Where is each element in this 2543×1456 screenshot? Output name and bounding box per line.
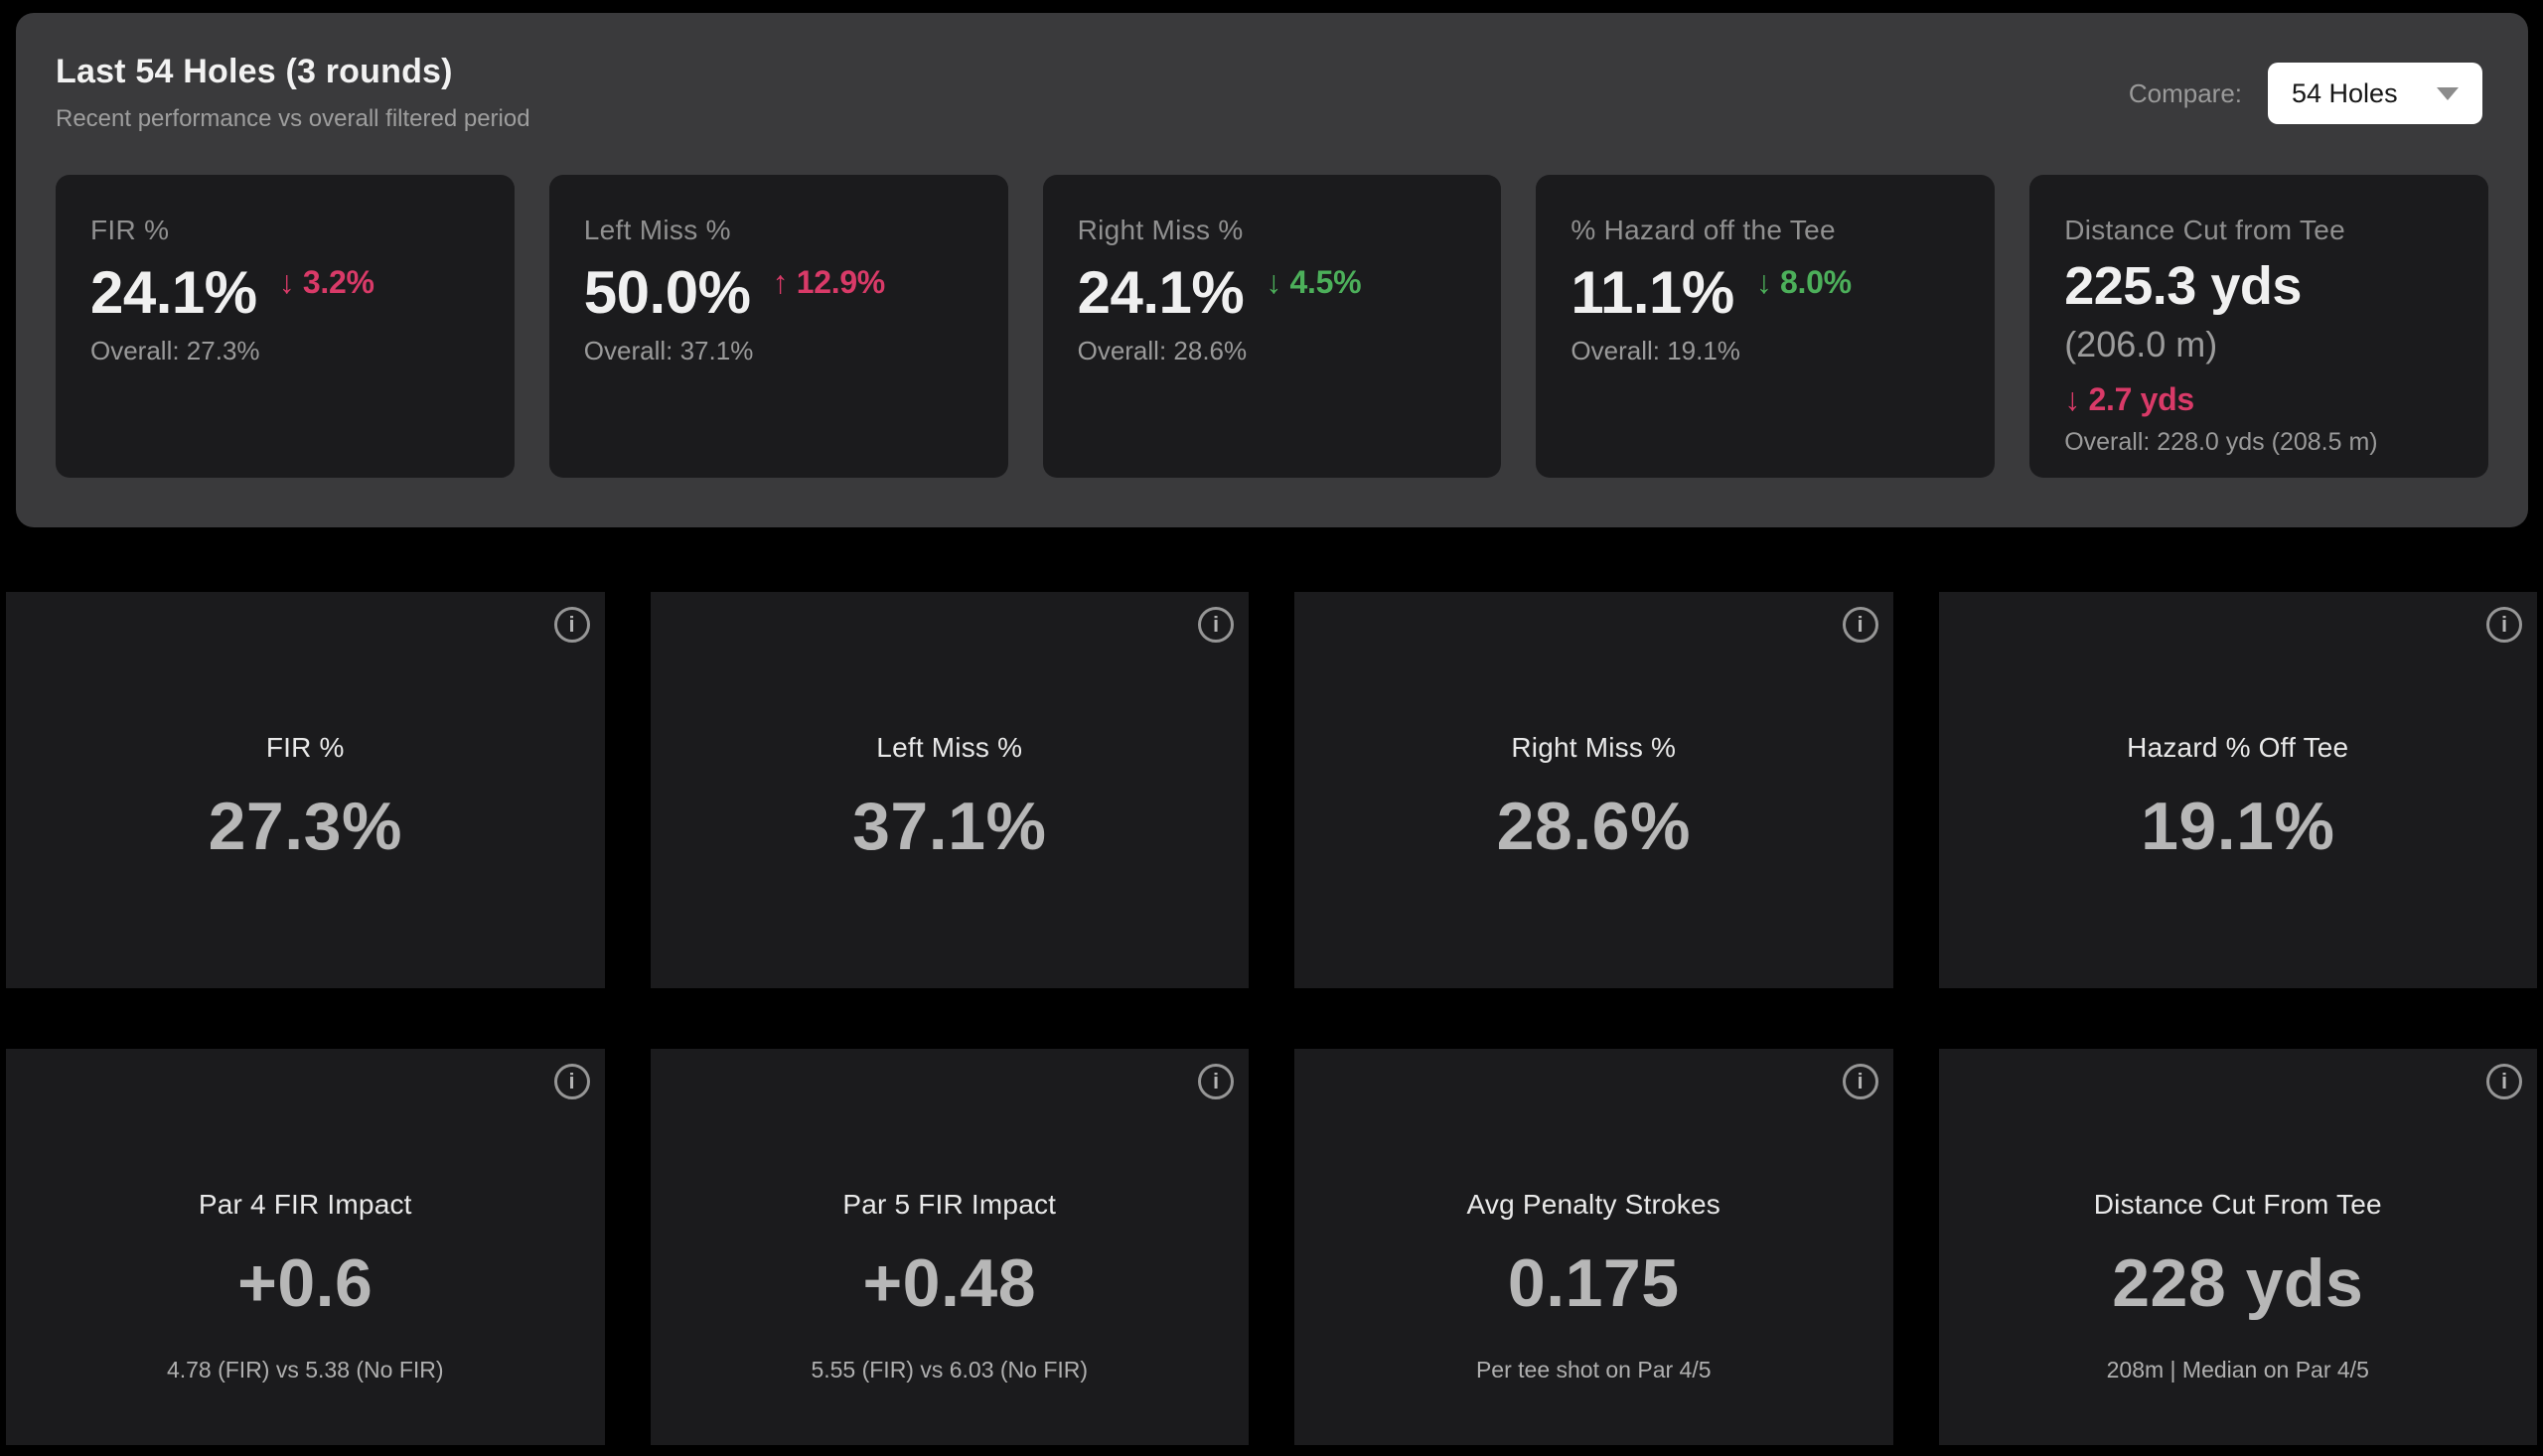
metric-label: Distance Cut From Tee [2093,1189,2382,1220]
summary-panel: Last 54 Holes (3 rounds) Recent performa… [16,13,2528,527]
stat-overall: Overall: 27.3% [90,336,260,365]
metric-caption: 4.78 (FIR) vs 5.38 (No FIR) [166,1357,444,1383]
stat-label: % Hazard off the Tee [1571,215,1836,245]
stat-delta: ↓ 2.7 yds [2064,381,2194,417]
panel-header: Last 54 Holes (3 rounds) Recent performa… [16,13,2528,133]
chevron-down-icon [2437,86,2459,100]
page-title: Last 54 Holes (3 rounds) [56,53,453,90]
metric-card-fir: i FIR % 27.3% [6,592,605,988]
metrics-row-1: i FIR % 27.3% i Left Miss % 37.1% i Righ… [6,592,2537,988]
stat-card-distance-cut: Distance Cut from Tee 225.3 yds (206.0 m… [2029,175,2488,478]
compare-label: Compare: [2128,77,2242,108]
metric-value: 19.1% [2141,789,2335,864]
info-icon[interactable]: i [2486,1064,2522,1099]
metric-value: +0.48 [862,1245,1037,1321]
info-icon[interactable]: i [1842,607,1878,643]
metric-label: FIR % [265,732,345,763]
stat-value: 24.1% [1077,259,1245,326]
metric-label: Par 4 FIR Impact [198,1189,412,1220]
stat-card-left-miss: Left Miss % 50.0% ↑ 12.9% Overall: 37.1% [548,175,1008,478]
metric-card-distance-cut-from-tee: i Distance Cut From Tee 228 yds 208m | M… [1938,1049,2537,1445]
stat-value: 24.1% [90,259,257,326]
metric-card-left-miss: i Left Miss % 37.1% [650,592,1249,988]
info-icon[interactable]: i [1198,607,1234,643]
stat-overall: Overall: 37.1% [583,336,754,365]
metrics-row-2: i Par 4 FIR Impact +0.6 4.78 (FIR) vs 5.… [6,1049,2537,1445]
metric-label: Left Miss % [876,732,1023,763]
metric-card-par5-fir-impact: i Par 5 FIR Impact +0.48 5.55 (FIR) vs 6… [650,1049,1249,1445]
metric-value: +0.6 [237,1245,374,1321]
metric-value: 37.1% [852,789,1047,864]
metric-label: Par 5 FIR Impact [842,1189,1057,1220]
stat-value: 225.3 yds [2064,256,2302,316]
compare-control: Compare: 54 Holes [2129,63,2482,124]
stat-value: 50.0% [583,259,751,326]
metric-caption: 5.55 (FIR) vs 6.03 (No FIR) [811,1357,1089,1383]
stat-overall: Overall: 28.6% [1077,336,1248,365]
metric-label: Right Miss % [1511,732,1677,763]
metric-label: Avg Penalty Strokes [1466,1189,1720,1220]
info-icon[interactable]: i [1842,1064,1878,1099]
stat-value-row: 24.1% ↓ 3.2% [90,260,485,326]
stat-value-row: 24.1% ↓ 4.5% [1078,260,1472,326]
metric-card-avg-penalty-strokes: i Avg Penalty Strokes 0.175 Per tee shot… [1294,1049,1893,1445]
stat-label: Right Miss % [1077,215,1244,245]
stat-label: Distance Cut from Tee [2064,215,2345,245]
info-icon[interactable]: i [553,607,590,643]
summary-stat-row: FIR % 24.1% ↓ 3.2% Overall: 27.3% Left M… [16,133,2528,478]
metric-caption: 208m | Median on Par 4/5 [2106,1357,2369,1383]
stat-value-row: 225.3 yds [2064,256,2459,316]
compare-select[interactable]: 54 Holes [2268,63,2482,124]
stat-delta: ↓ 3.2% [278,264,374,300]
metric-value: 27.3% [208,789,402,864]
stat-overall: Overall: 19.1% [1571,336,1740,365]
metric-card-right-miss: i Right Miss % 28.6% [1294,592,1893,988]
stat-card-right-miss: Right Miss % 24.1% ↓ 4.5% Overall: 28.6% [1042,175,1502,478]
stat-label: Left Miss % [583,215,731,245]
metric-value: 0.175 [1507,1245,1680,1321]
stat-card-hazard: % Hazard off the Tee 11.1% ↓ 8.0% Overal… [1536,175,1996,478]
stat-delta: ↑ 12.9% [772,264,885,300]
info-icon[interactable]: i [2486,607,2522,643]
stat-value-row: 11.1% ↓ 8.0% [1571,260,1965,326]
metric-card-par4-fir-impact: i Par 4 FIR Impact +0.6 4.78 (FIR) vs 5.… [6,1049,605,1445]
stat-delta: ↓ 4.5% [1266,264,1362,300]
stat-overall: Overall: 228.0 yds (208.5 m) [2064,428,2378,456]
stat-value-row: 50.0% ↑ 12.9% [584,260,978,326]
metric-label: Hazard % Off Tee [2127,732,2349,763]
stat-secondary-value: (206.0 m) [2064,324,2218,364]
page-subtitle: Recent performance vs overall filtered p… [56,105,530,132]
stat-value: 11.1% [1571,259,1734,326]
panel-titles: Last 54 Holes (3 rounds) Recent performa… [56,53,530,133]
info-icon[interactable]: i [553,1064,590,1099]
compare-select-value: 54 Holes [2292,77,2398,108]
stat-label: FIR % [90,215,170,245]
metric-caption: Per tee shot on Par 4/5 [1475,1357,1712,1383]
stat-card-fir: FIR % 24.1% ↓ 3.2% Overall: 27.3% [56,175,515,478]
metric-value: 228 yds [2112,1245,2364,1321]
metric-card-hazard-off-tee: i Hazard % Off Tee 19.1% [1938,592,2537,988]
stat-delta: ↓ 8.0% [1755,264,1852,300]
metric-value: 28.6% [1496,789,1691,864]
info-icon[interactable]: i [1198,1064,1234,1099]
